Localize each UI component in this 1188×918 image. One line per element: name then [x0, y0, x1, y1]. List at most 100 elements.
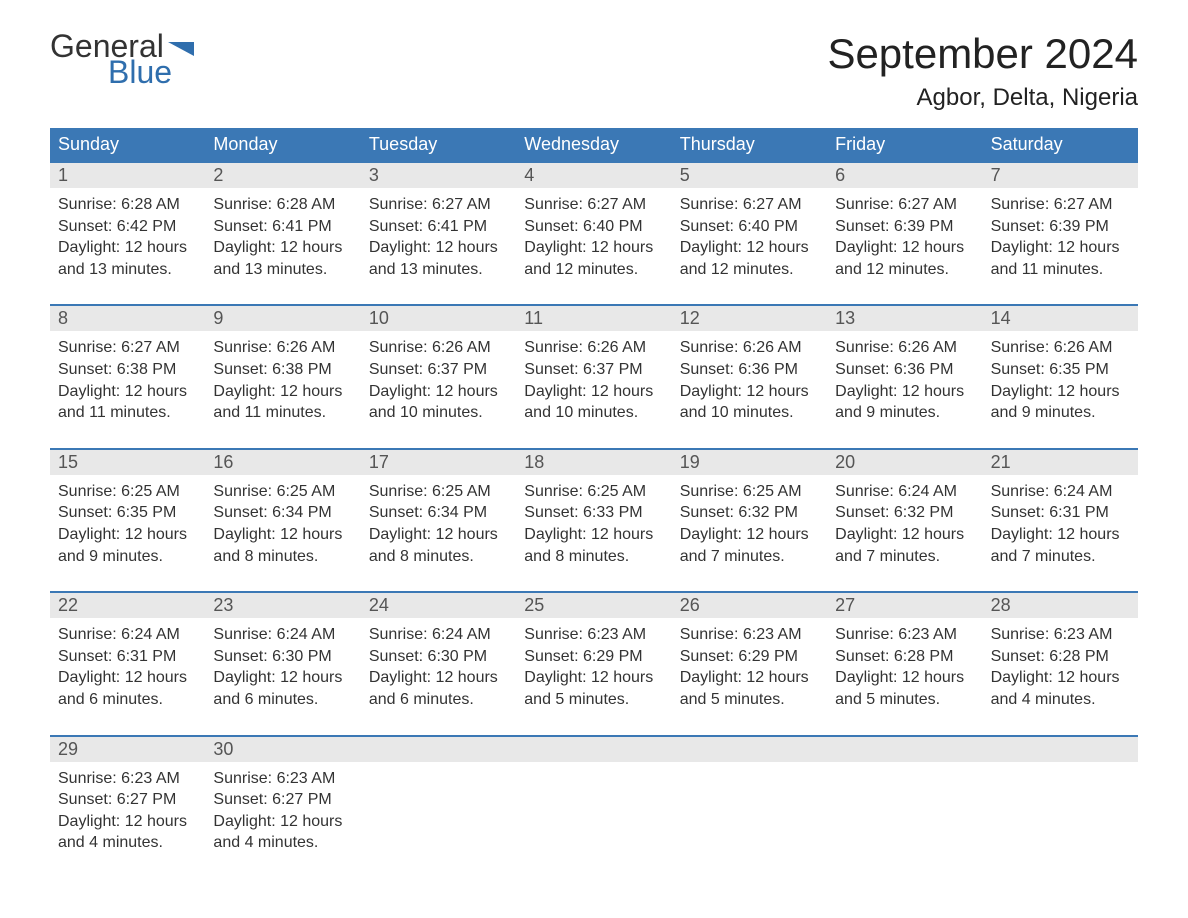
- daylight-text: and 6 minutes.: [58, 689, 197, 711]
- sunset-text: Sunset: 6:27 PM: [58, 789, 197, 811]
- day-number: 23: [205, 593, 360, 618]
- day-cell: [361, 762, 516, 854]
- day-number: 15: [50, 450, 205, 475]
- daylight-text: and 13 minutes.: [58, 259, 197, 281]
- daylight-text: and 9 minutes.: [991, 402, 1130, 424]
- daylight-text: and 8 minutes.: [213, 546, 352, 568]
- day-cell: Sunrise: 6:26 AMSunset: 6:36 PMDaylight:…: [827, 331, 982, 423]
- sunrise-text: Sunrise: 6:23 AM: [991, 624, 1130, 646]
- dow-cell: Sunday: [50, 128, 205, 161]
- daylight-text: and 11 minutes.: [213, 402, 352, 424]
- daylight-text: and 6 minutes.: [213, 689, 352, 711]
- title-block: September 2024 Agbor, Delta, Nigeria: [827, 30, 1138, 112]
- daylight-text: Daylight: 12 hours: [58, 524, 197, 546]
- sunset-text: Sunset: 6:32 PM: [680, 502, 819, 524]
- daynum-row: 1234567: [50, 163, 1138, 188]
- location: Agbor, Delta, Nigeria: [827, 84, 1138, 112]
- sunrise-text: Sunrise: 6:26 AM: [680, 337, 819, 359]
- daylight-text: Daylight: 12 hours: [58, 811, 197, 833]
- daylight-text: Daylight: 12 hours: [369, 667, 508, 689]
- daylight-text: Daylight: 12 hours: [213, 667, 352, 689]
- sunset-text: Sunset: 6:31 PM: [58, 646, 197, 668]
- day-cell: Sunrise: 6:27 AMSunset: 6:41 PMDaylight:…: [361, 188, 516, 280]
- day-cell: Sunrise: 6:24 AMSunset: 6:31 PMDaylight:…: [983, 475, 1138, 567]
- sunrise-text: Sunrise: 6:24 AM: [369, 624, 508, 646]
- day-cell: Sunrise: 6:24 AMSunset: 6:30 PMDaylight:…: [361, 618, 516, 710]
- daylight-text: and 13 minutes.: [213, 259, 352, 281]
- daylight-text: Daylight: 12 hours: [991, 524, 1130, 546]
- daylight-text: and 11 minutes.: [991, 259, 1130, 281]
- day-cell: [983, 762, 1138, 854]
- day-cell: Sunrise: 6:28 AMSunset: 6:42 PMDaylight:…: [50, 188, 205, 280]
- sunset-text: Sunset: 6:37 PM: [369, 359, 508, 381]
- sunset-text: Sunset: 6:30 PM: [369, 646, 508, 668]
- day-number: 3: [361, 163, 516, 188]
- sunrise-text: Sunrise: 6:27 AM: [369, 194, 508, 216]
- daylight-text: and 5 minutes.: [835, 689, 974, 711]
- day-number: 11: [516, 306, 671, 331]
- daynum-row: 2930: [50, 737, 1138, 762]
- sunrise-text: Sunrise: 6:25 AM: [680, 481, 819, 503]
- daylight-text: and 4 minutes.: [991, 689, 1130, 711]
- sunrise-text: Sunrise: 6:25 AM: [369, 481, 508, 503]
- sunset-text: Sunset: 6:41 PM: [369, 216, 508, 238]
- daylight-text: and 4 minutes.: [58, 832, 197, 854]
- sunrise-text: Sunrise: 6:28 AM: [213, 194, 352, 216]
- day-cell: Sunrise: 6:23 AMSunset: 6:27 PMDaylight:…: [50, 762, 205, 854]
- day-number: 24: [361, 593, 516, 618]
- daylight-text: and 5 minutes.: [680, 689, 819, 711]
- daylight-text: Daylight: 12 hours: [213, 524, 352, 546]
- logo: General Blue: [50, 30, 194, 88]
- sunset-text: Sunset: 6:36 PM: [835, 359, 974, 381]
- day-cell: [516, 762, 671, 854]
- sunrise-text: Sunrise: 6:26 AM: [369, 337, 508, 359]
- day-cell: Sunrise: 6:27 AMSunset: 6:40 PMDaylight:…: [672, 188, 827, 280]
- day-number: 22: [50, 593, 205, 618]
- daylight-text: Daylight: 12 hours: [835, 381, 974, 403]
- sunrise-text: Sunrise: 6:25 AM: [213, 481, 352, 503]
- sunrise-text: Sunrise: 6:27 AM: [991, 194, 1130, 216]
- sunset-text: Sunset: 6:27 PM: [213, 789, 352, 811]
- daylight-text: and 6 minutes.: [369, 689, 508, 711]
- sunset-text: Sunset: 6:34 PM: [213, 502, 352, 524]
- day-number: 4: [516, 163, 671, 188]
- sunrise-text: Sunrise: 6:23 AM: [524, 624, 663, 646]
- daylight-text: Daylight: 12 hours: [991, 667, 1130, 689]
- sunrise-text: Sunrise: 6:26 AM: [835, 337, 974, 359]
- sunset-text: Sunset: 6:33 PM: [524, 502, 663, 524]
- day-cell: Sunrise: 6:26 AMSunset: 6:36 PMDaylight:…: [672, 331, 827, 423]
- daylight-text: Daylight: 12 hours: [58, 381, 197, 403]
- day-number: 14: [983, 306, 1138, 331]
- sunset-text: Sunset: 6:29 PM: [680, 646, 819, 668]
- day-cell: Sunrise: 6:26 AMSunset: 6:35 PMDaylight:…: [983, 331, 1138, 423]
- daylight-text: Daylight: 12 hours: [680, 237, 819, 259]
- day-cell: Sunrise: 6:26 AMSunset: 6:37 PMDaylight:…: [361, 331, 516, 423]
- day-number: 7: [983, 163, 1138, 188]
- daylight-text: and 10 minutes.: [369, 402, 508, 424]
- daylight-text: Daylight: 12 hours: [680, 524, 819, 546]
- dow-cell: Thursday: [672, 128, 827, 161]
- day-number: 9: [205, 306, 360, 331]
- day-cell: Sunrise: 6:24 AMSunset: 6:31 PMDaylight:…: [50, 618, 205, 710]
- daylight-text: and 12 minutes.: [835, 259, 974, 281]
- sunrise-text: Sunrise: 6:25 AM: [58, 481, 197, 503]
- day-number: 27: [827, 593, 982, 618]
- sunrise-text: Sunrise: 6:23 AM: [58, 768, 197, 790]
- daylight-text: Daylight: 12 hours: [58, 237, 197, 259]
- sunrise-text: Sunrise: 6:23 AM: [835, 624, 974, 646]
- day-number: 16: [205, 450, 360, 475]
- sunset-text: Sunset: 6:28 PM: [991, 646, 1130, 668]
- sunrise-text: Sunrise: 6:24 AM: [58, 624, 197, 646]
- sunrise-text: Sunrise: 6:24 AM: [835, 481, 974, 503]
- day-cell: Sunrise: 6:25 AMSunset: 6:34 PMDaylight:…: [205, 475, 360, 567]
- daylight-text: Daylight: 12 hours: [213, 811, 352, 833]
- day-cell: Sunrise: 6:26 AMSunset: 6:38 PMDaylight:…: [205, 331, 360, 423]
- daylight-text: and 7 minutes.: [680, 546, 819, 568]
- day-cell: [827, 762, 982, 854]
- day-number: 18: [516, 450, 671, 475]
- month-title: September 2024: [827, 30, 1138, 78]
- day-cell: [672, 762, 827, 854]
- day-cell: Sunrise: 6:25 AMSunset: 6:35 PMDaylight:…: [50, 475, 205, 567]
- sunrise-text: Sunrise: 6:26 AM: [991, 337, 1130, 359]
- day-cell: Sunrise: 6:27 AMSunset: 6:38 PMDaylight:…: [50, 331, 205, 423]
